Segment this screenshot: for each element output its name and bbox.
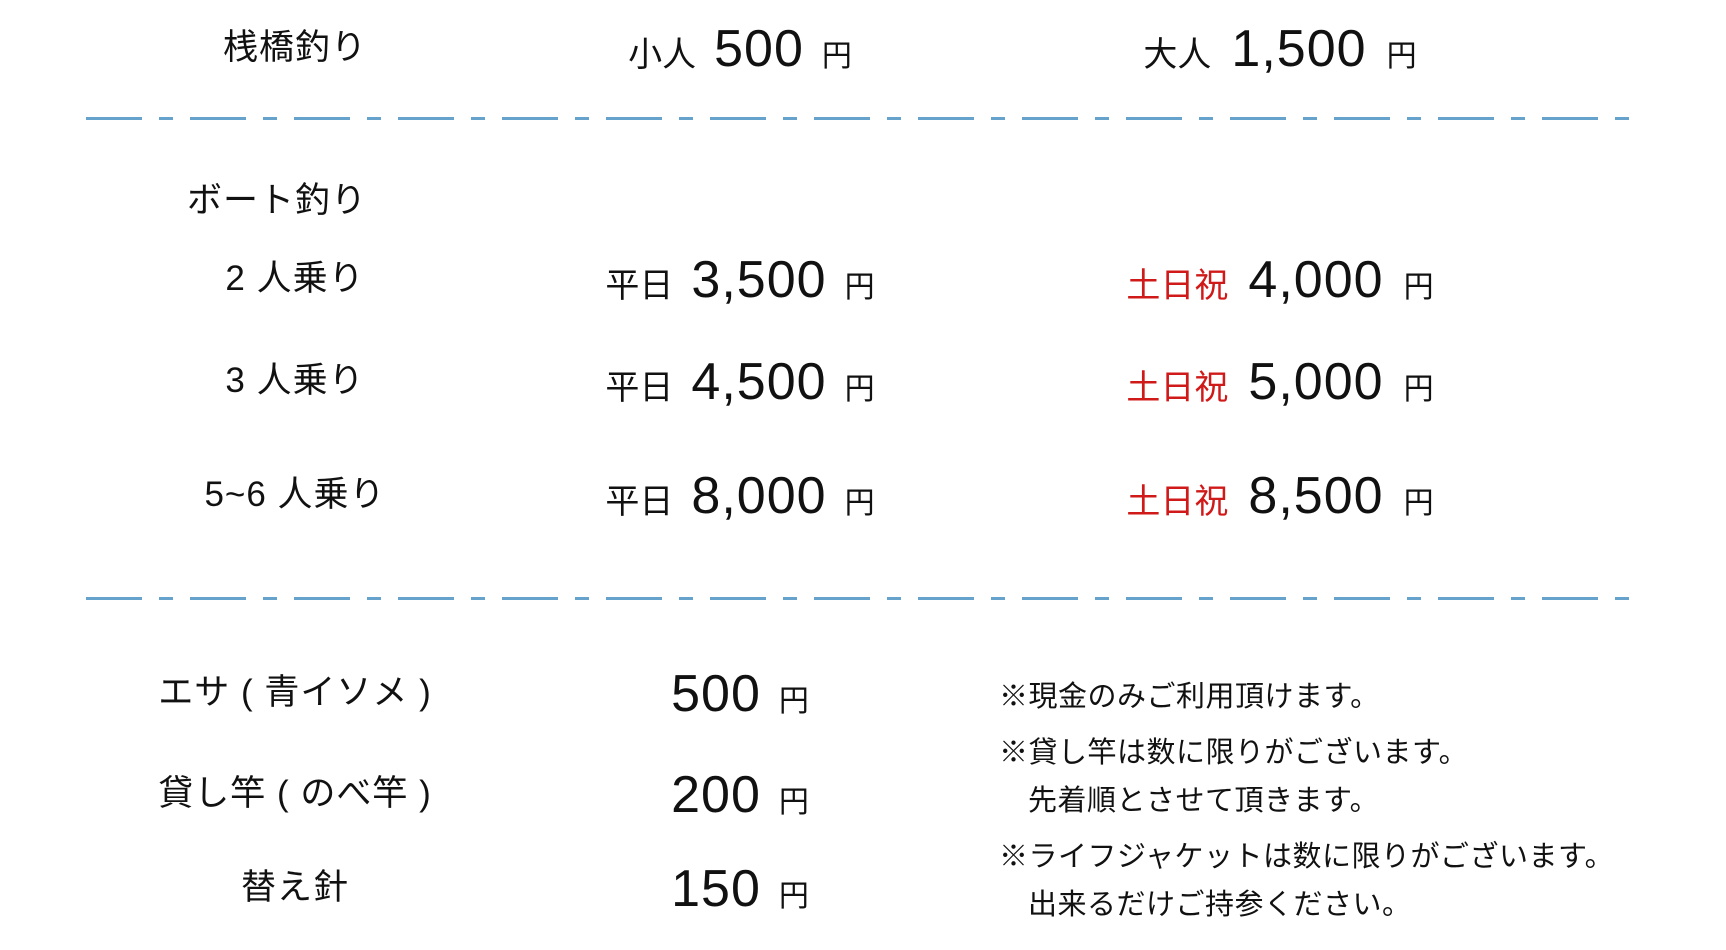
weekend-unit-label: 土日祝 (1126, 267, 1229, 305)
weekend-yen-label: 円 (1403, 373, 1434, 406)
adult-unit-label: 大人 (1143, 36, 1212, 74)
note-line: ※ライフジャケットは数に限りがございます。 (999, 841, 1615, 873)
note-first-come: 先着順とさせて頂きます。 (1028, 785, 1380, 817)
adult-yen-label: 円 (1386, 40, 1417, 73)
weekend-price: 土日祝 4,000 円 (1020, 250, 1540, 310)
seat-label: 3 人乗り (225, 361, 365, 400)
child-price-amount: 500 (714, 20, 804, 78)
adult-price-amount: 1,500 (1231, 20, 1367, 78)
boat-fishing-label-cell: ボート釣り (60, 172, 530, 223)
weekday-price: 平日 3,500 円 (520, 250, 960, 310)
item-label-cell: 貸し竿 ( のべ竿 ) (60, 765, 530, 816)
item-price-amount: 500 (671, 665, 761, 723)
item-yen-label: 円 (778, 685, 809, 718)
item-yen-label: 円 (778, 786, 809, 819)
weekend-unit-label: 土日祝 (1126, 483, 1229, 521)
child-unit-label: 小人 (628, 36, 697, 74)
note-life-jacket-limited: ※ライフジャケットは数に限りがございます。 出来るだけご持参ください。 (999, 833, 1699, 929)
pier-fishing-label: 桟橋釣り (222, 28, 367, 67)
weekday-price-amount: 3,500 (691, 251, 827, 309)
item-label-cell: エサ ( 青イソメ ) (60, 664, 530, 715)
weekend-yen-label: 円 (1403, 487, 1434, 520)
weekend-price-amount: 4,000 (1248, 251, 1384, 309)
weekend-price: 土日祝 5,000 円 (1020, 352, 1540, 412)
boat-row-3person: 3 人乗り 平日 4,500 円 土日祝 5,000 円 (0, 352, 1726, 416)
seat-label-cell: 3 人乗り (60, 352, 530, 403)
weekday-price: 平日 4,500 円 (520, 352, 960, 412)
item-label: 替え針 (240, 868, 349, 907)
dashed-divider-top (86, 117, 1640, 120)
extra-row-bait: エサ ( 青イソメ ) 500 円 (0, 664, 1726, 728)
note-cash-only: ※現金のみご利用頂けます。 (999, 681, 1380, 713)
extra-row-rental-rod: 貸し竿 ( のべ竿 ) 200 円 (0, 765, 1726, 829)
weekday-yen-label: 円 (844, 487, 875, 520)
boat-row-2person: 2 人乗り 平日 3,500 円 土日祝 4,000 円 (0, 250, 1726, 314)
seat-label-cell: 2 人乗り (60, 250, 530, 301)
weekend-price-amount: 8,500 (1248, 467, 1384, 525)
seat-label: 5~6 人乗り (204, 475, 386, 514)
weekday-unit-label: 平日 (605, 483, 674, 521)
item-label-cell: 替え針 (60, 859, 530, 910)
item-price-amount: 150 (671, 860, 761, 918)
note-bring-your-own: 出来るだけご持参ください。 (1028, 889, 1412, 921)
pier-child-price: 小人 500 円 (520, 19, 960, 79)
boat-fishing-header-row: ボート釣り (0, 172, 1726, 236)
weekday-price-amount: 4,500 (691, 353, 827, 411)
seat-label-cell: 5~6 人乗り (60, 466, 530, 517)
item-price: 200 円 (520, 765, 960, 825)
item-yen-label: 円 (778, 880, 809, 913)
weekday-unit-label: 平日 (605, 267, 674, 305)
weekend-unit-label: 土日祝 (1126, 369, 1229, 407)
item-price-amount: 200 (671, 766, 761, 824)
item-price: 150 円 (520, 859, 960, 919)
weekday-price: 平日 8,000 円 (520, 466, 960, 526)
weekday-unit-label: 平日 (605, 369, 674, 407)
dashed-divider-bottom (86, 597, 1640, 600)
pier-adult-price: 大人 1,500 円 (1020, 19, 1540, 79)
boat-fishing-label: ボート釣り (187, 181, 368, 220)
boat-row-5-6person: 5~6 人乗り 平日 8,000 円 土日祝 8,500 円 (0, 466, 1726, 530)
notes-block: ※現金のみご利用頂けます。 ※貸し竿は数に限りがございます。 先着順とさせて頂き… (999, 673, 1699, 937)
pier-fishing-label-cell: 桟橋釣り (60, 19, 530, 70)
item-label: 貸し竿 ( のべ竿 ) (158, 774, 432, 813)
weekday-yen-label: 円 (844, 373, 875, 406)
note-line: ※貸し竿は数に限りがございます。 (999, 737, 1469, 769)
extra-row-replacement-hook: 替え針 150 円 (0, 859, 1726, 923)
item-price: 500 円 (520, 664, 960, 724)
item-label: エサ ( 青イソメ ) (158, 673, 432, 712)
note-rental-rod-limited: ※貸し竿は数に限りがございます。 先着順とさせて頂きます。 (999, 729, 1699, 825)
weekend-price-amount: 5,000 (1248, 353, 1384, 411)
weekend-price: 土日祝 8,500 円 (1020, 466, 1540, 526)
seat-label: 2 人乗り (225, 259, 365, 298)
weekday-yen-label: 円 (844, 271, 875, 304)
weekday-price-amount: 8,000 (691, 467, 827, 525)
child-yen-label: 円 (821, 40, 852, 73)
weekend-yen-label: 円 (1403, 271, 1434, 304)
pier-fishing-row: 桟橋釣り 小人 500 円 大人 1,500 円 (0, 19, 1726, 83)
